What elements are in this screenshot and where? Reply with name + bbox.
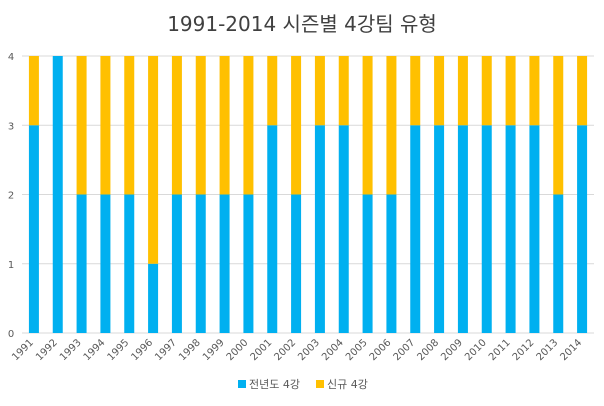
bar-new-top4-1995: [124, 56, 135, 195]
legend-swatch-previous-top4: [238, 380, 246, 388]
bar-previous-top4-2010: [481, 125, 492, 333]
bar-new-top4-2013: [553, 56, 564, 195]
bar-previous-top4-2003: [314, 125, 325, 333]
bar-previous-top4-2006: [386, 194, 397, 333]
x-tick-label: 2003: [296, 337, 322, 363]
bar-previous-top4-2009: [457, 125, 468, 333]
y-tick-label: 3: [8, 121, 14, 132]
x-tick-label: 2014: [558, 337, 584, 363]
bar-new-top4-2005: [362, 56, 373, 195]
bar-previous-top4-1997: [171, 194, 182, 333]
bar-new-top4-2014: [577, 56, 588, 126]
bar-new-top4-2010: [481, 56, 492, 126]
x-tick-label: 1998: [177, 337, 203, 363]
bar-new-top4-1999: [219, 56, 230, 195]
bar-new-top4-2011: [505, 56, 516, 126]
bar-new-top4-1991: [28, 56, 39, 126]
bar-new-top4-2008: [434, 56, 445, 126]
bar-new-top4-1998: [195, 56, 206, 195]
y-tick-label: 0: [8, 329, 14, 340]
bar-previous-top4-1994: [100, 194, 111, 333]
bar-previous-top4-2002: [291, 194, 302, 333]
x-tick-label: 1993: [58, 337, 84, 363]
bar-previous-top4-2005: [362, 194, 373, 333]
bar-new-top4-2009: [457, 56, 468, 126]
bar-previous-top4-2004: [338, 125, 349, 333]
bar-previous-top4-2014: [577, 125, 588, 333]
bar-layer: [28, 56, 588, 333]
bar-previous-top4-1998: [195, 194, 206, 333]
bar-new-top4-1993: [76, 56, 87, 195]
bar-previous-top4-2007: [410, 125, 421, 333]
bar-new-top4-2002: [291, 56, 302, 195]
x-tick-label: 2008: [415, 337, 441, 363]
x-tick-label: 1992: [34, 337, 60, 363]
x-tick-label: 1997: [153, 337, 179, 363]
y-tick-label: 1: [8, 260, 14, 271]
bar-new-top4-1997: [171, 56, 182, 195]
bar-previous-top4-1996: [148, 263, 159, 333]
x-tick-label: 2013: [535, 337, 561, 363]
grid-layer: [22, 55, 594, 334]
bar-new-top4-2012: [529, 56, 540, 126]
x-tick-label: 2000: [225, 337, 251, 363]
legend-label-new-top4: 신규 4강: [327, 378, 368, 391]
bar-previous-top4-1999: [219, 194, 230, 333]
bar-previous-top4-2011: [505, 125, 516, 333]
bar-new-top4-2006: [386, 56, 397, 195]
bar-previous-top4-2012: [529, 125, 540, 333]
x-tick-label: 1995: [106, 337, 132, 363]
x-tick-label: 2002: [272, 337, 298, 363]
bar-new-top4-2001: [267, 56, 278, 126]
x-tick-label: 2011: [487, 337, 513, 363]
legend-label-previous-top4: 전년도 4강: [249, 378, 300, 391]
bar-new-top4-1996: [148, 56, 159, 264]
y-tick-label: 2: [8, 191, 14, 202]
chart-title: 1991-2014 시즌별 4강팀 유형: [167, 12, 437, 36]
x-tick-label: 1994: [82, 337, 108, 363]
x-tick-label: 2006: [368, 337, 394, 363]
x-tick-label: 2012: [511, 337, 537, 363]
x-tick-label: 1991: [10, 337, 36, 363]
bar-new-top4-2007: [410, 56, 421, 126]
bar-previous-top4-1992: [52, 56, 63, 333]
x-tick-label: 2007: [392, 337, 418, 363]
x-tick-label: 2005: [344, 337, 370, 363]
bar-new-top4-1994: [100, 56, 111, 195]
bar-previous-top4-2000: [243, 194, 254, 333]
bar-new-top4-2004: [338, 56, 349, 126]
x-tick-label: 1999: [201, 337, 227, 363]
x-tick-label: 1996: [129, 337, 155, 363]
legend-swatch-new-top4: [316, 380, 324, 388]
bar-previous-top4-1993: [76, 194, 87, 333]
bar-previous-top4-1991: [28, 125, 39, 333]
x-tick-label: 2001: [249, 337, 275, 363]
bar-previous-top4-2001: [267, 125, 278, 333]
bar-previous-top4-2008: [434, 125, 445, 333]
bar-new-top4-2003: [314, 56, 325, 126]
x-tick-label: 2004: [320, 337, 346, 363]
y-tick-label: 4: [8, 52, 14, 63]
bar-previous-top4-2013: [553, 194, 564, 333]
bar-new-top4-2000: [243, 56, 254, 195]
bar-previous-top4-1995: [124, 194, 135, 333]
x-tick-label: 2010: [463, 337, 489, 363]
legend: 전년도 4강 신규 4강: [238, 378, 368, 391]
x-tick-label: 2009: [439, 337, 465, 363]
